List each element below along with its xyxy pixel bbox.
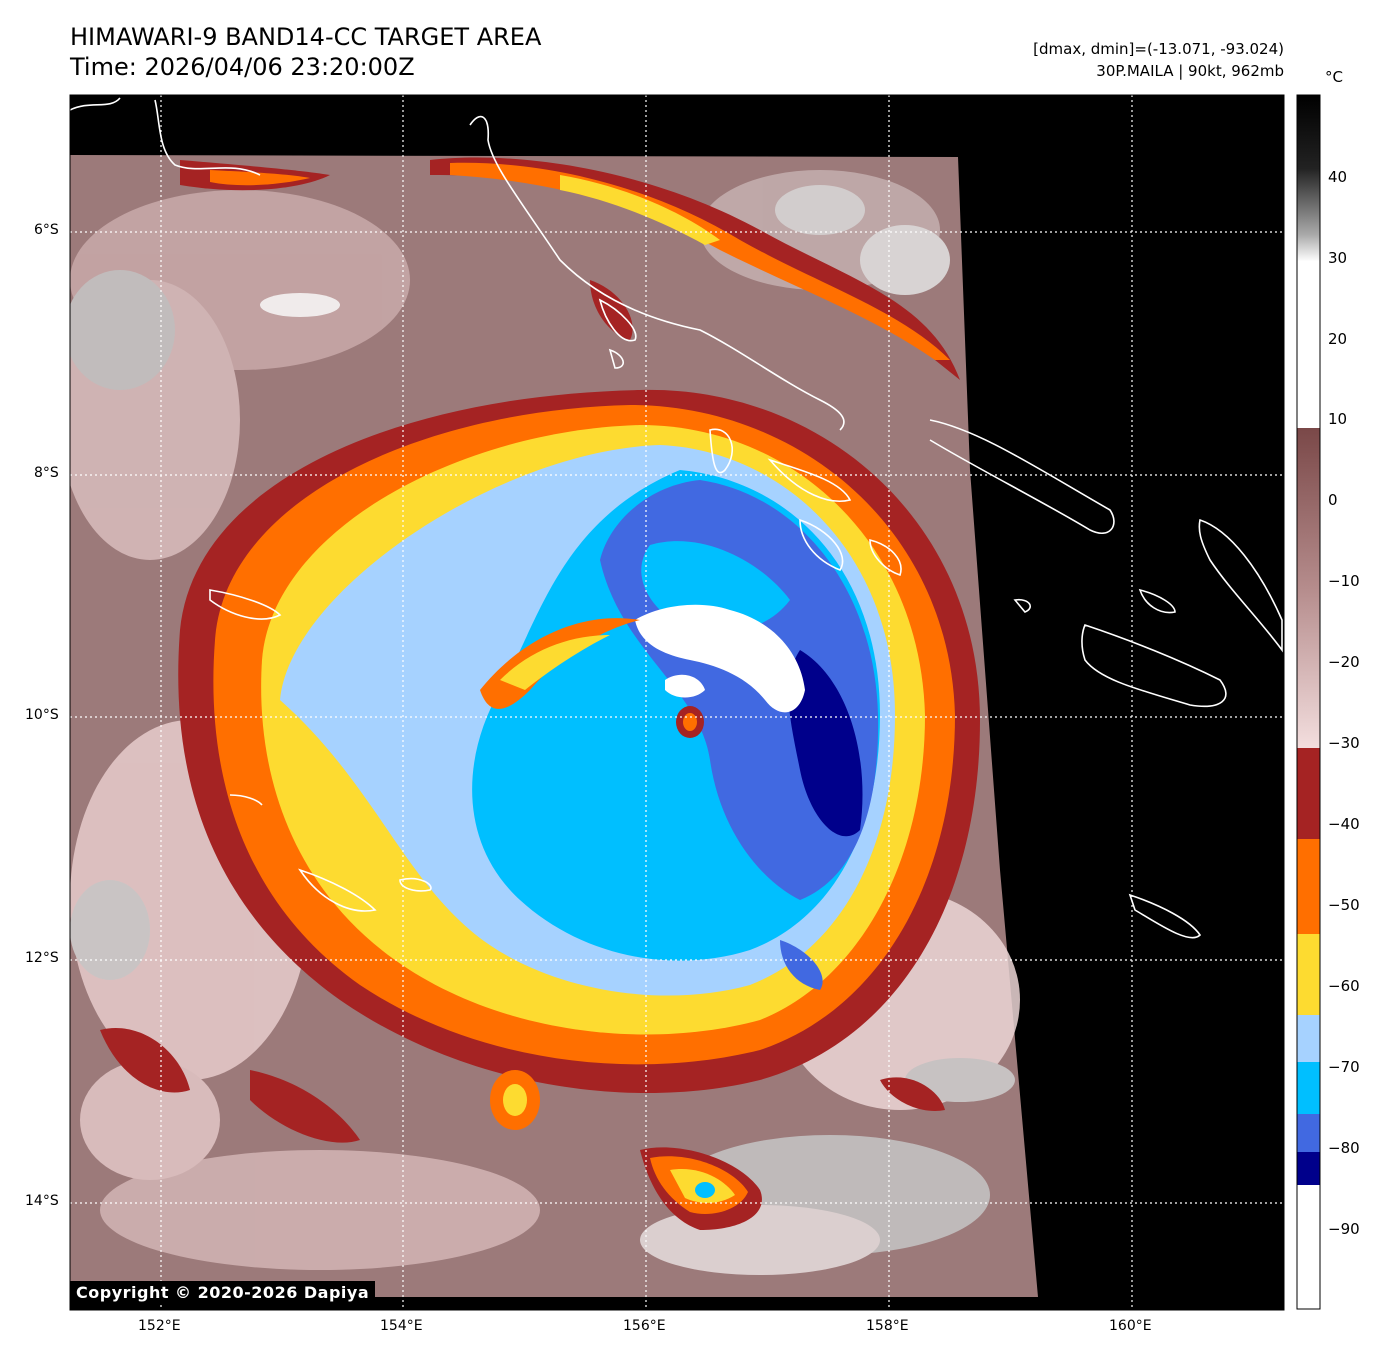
title-line-2: Time: 2026/04/06 23:20:00Z bbox=[70, 53, 415, 81]
colorbar-label: −40 bbox=[1328, 815, 1360, 833]
colorbar-label: −50 bbox=[1328, 896, 1360, 914]
lat-label-6s: 6°S bbox=[34, 222, 59, 238]
colorbar-label: −80 bbox=[1328, 1139, 1360, 1157]
convective-cells bbox=[100, 280, 945, 1230]
lon-label-152e: 152°E bbox=[138, 1318, 181, 1334]
plot-frame bbox=[69, 94, 1285, 1311]
lon-label-156e: 156°E bbox=[623, 1318, 666, 1334]
coastlines bbox=[70, 97, 1283, 939]
lat-label-8s: 8°S bbox=[34, 465, 59, 481]
colorbar-label: −20 bbox=[1328, 653, 1360, 671]
storm-info: [dmax, dmin]=(-13.071, -93.024) 30P.MAIL… bbox=[1033, 38, 1284, 82]
range-text: [dmax, dmin]=(-13.071, -93.024) bbox=[1033, 40, 1284, 58]
lat-label-14s: 14°S bbox=[25, 1193, 59, 1209]
storm-text: 30P.MAILA | 90kt, 962mb bbox=[1096, 62, 1284, 80]
colorbar-label: −90 bbox=[1328, 1220, 1360, 1238]
colorbar-label: −60 bbox=[1328, 977, 1360, 995]
background-clouds bbox=[70, 170, 1020, 1275]
colorbar-label: 0 bbox=[1328, 491, 1338, 509]
graticule bbox=[70, 95, 1284, 1310]
lon-label-160e: 160°E bbox=[1109, 1318, 1152, 1334]
colorbar-label: 20 bbox=[1328, 330, 1348, 348]
colorbar-label: −70 bbox=[1328, 1058, 1360, 1076]
colorbar-label: −10 bbox=[1328, 572, 1360, 590]
lat-label-12s: 12°S bbox=[25, 950, 59, 966]
chart-title: HIMAWARI-9 BAND14-CC TARGET AREA Time: 2… bbox=[70, 22, 541, 82]
lon-label-158e: 158°E bbox=[866, 1318, 909, 1334]
colorbar-label: 30 bbox=[1328, 249, 1348, 267]
tropical-cyclone-maila bbox=[178, 389, 980, 1094]
copyright-notice: Copyright © 2020-2026 Dapiya bbox=[70, 1281, 376, 1305]
colorbar-label: −30 bbox=[1328, 734, 1360, 752]
lon-label-154e: 154°E bbox=[380, 1318, 423, 1334]
colorbar bbox=[1296, 94, 1321, 1310]
lat-label-10s: 10°S bbox=[25, 707, 59, 723]
colorbar-label: 10 bbox=[1328, 410, 1348, 428]
title-line-1: HIMAWARI-9 BAND14-CC TARGET AREA bbox=[70, 23, 542, 51]
colorbar-unit: °C bbox=[1325, 68, 1343, 86]
colorbar-label: 40 bbox=[1328, 168, 1348, 186]
